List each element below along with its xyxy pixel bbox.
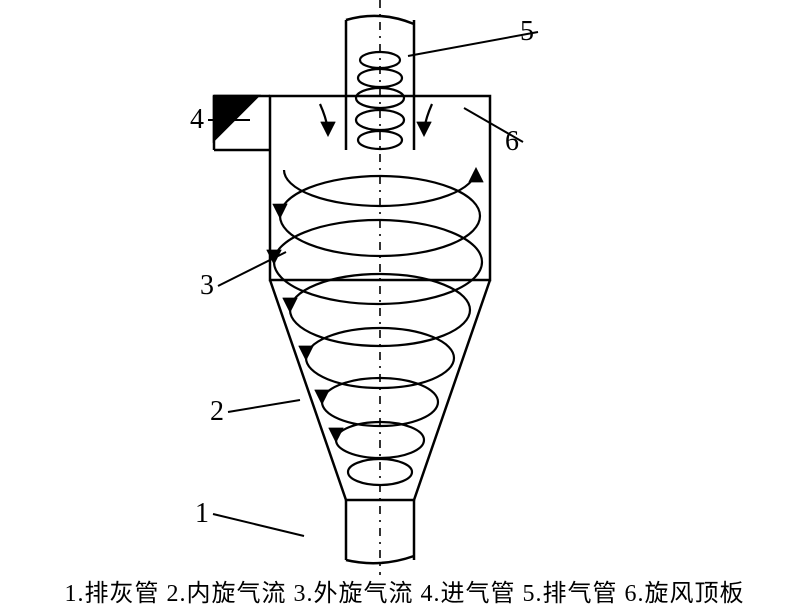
cyclone-diagram: 1 2 3 4 5 6 [0, 0, 809, 580]
callout-3: 3 [200, 270, 214, 301]
legend-caption: 1.排灰管 2.内旋气流 3.外旋气流 4.进气管 5.排气管 6.旋风顶板 [0, 573, 809, 608]
callout-5: 5 [520, 16, 534, 47]
callout-2: 2 [210, 396, 224, 427]
callout-4: 4 [190, 104, 204, 135]
callout-1: 1 [195, 498, 209, 529]
callout-6: 6 [505, 126, 519, 157]
